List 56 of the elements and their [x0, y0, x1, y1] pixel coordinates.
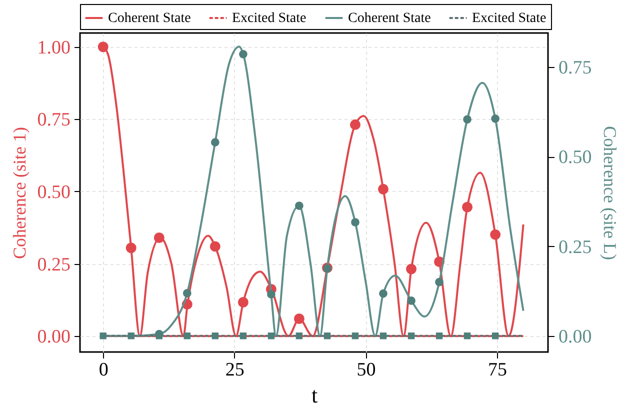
- legend-label: Coherent State: [348, 11, 431, 26]
- y2-tick-label: 0.25: [558, 236, 592, 258]
- point: [296, 332, 303, 340]
- x-tick-label: 25: [225, 360, 244, 380]
- y-tick-label: 0.25: [37, 254, 70, 276]
- y2-axis-title: Coherence (site L): [600, 126, 618, 260]
- point: [406, 264, 417, 274]
- point: [435, 278, 444, 286]
- point: [210, 138, 220, 146]
- point: [436, 332, 443, 340]
- point: [350, 119, 360, 130]
- point: [240, 332, 247, 340]
- point: [154, 232, 164, 243]
- legend-label: Excited State: [472, 11, 546, 26]
- point: [268, 332, 275, 340]
- point: [490, 229, 501, 240]
- x-tick-label: 75: [488, 360, 508, 380]
- point: [380, 332, 387, 340]
- point: [491, 114, 500, 123]
- point: [126, 242, 136, 254]
- point: [379, 289, 388, 298]
- point: [378, 184, 388, 194]
- x-axis-title: t: [311, 382, 318, 408]
- y2-tick-label: 0.75: [558, 58, 592, 79]
- point: [267, 290, 276, 298]
- x-tick-label: 0: [98, 360, 108, 380]
- point: [98, 42, 108, 52]
- point: [100, 332, 106, 340]
- point: [210, 241, 220, 252]
- point: [492, 332, 499, 340]
- y-tick-label: 1.00: [37, 37, 70, 58]
- legend-label: Excited State: [232, 11, 306, 26]
- y2-tick-label: 0.50: [558, 147, 592, 168]
- point: [352, 332, 359, 340]
- point: [462, 202, 473, 212]
- point: [238, 297, 248, 308]
- y2-tick-label: 0.00: [558, 326, 592, 348]
- y-axis-title: Coherence (site 1): [9, 127, 30, 259]
- point: [184, 332, 191, 340]
- point: [239, 50, 248, 58]
- y-tick-label: 0.75: [37, 110, 70, 131]
- point: [464, 332, 471, 340]
- point: [295, 202, 304, 210]
- legend-label: Coherent State: [108, 11, 191, 26]
- point: [294, 314, 304, 324]
- point: [128, 332, 134, 340]
- x-tick-label: 50: [356, 360, 376, 380]
- y-tick-label: 0.00: [37, 326, 70, 348]
- point: [351, 218, 360, 226]
- point: [212, 332, 218, 340]
- y-tick-label: 0.50: [37, 182, 70, 203]
- point: [408, 332, 415, 340]
- point: [182, 289, 192, 298]
- point: [463, 115, 472, 124]
- point: [407, 296, 416, 305]
- point: [324, 332, 331, 340]
